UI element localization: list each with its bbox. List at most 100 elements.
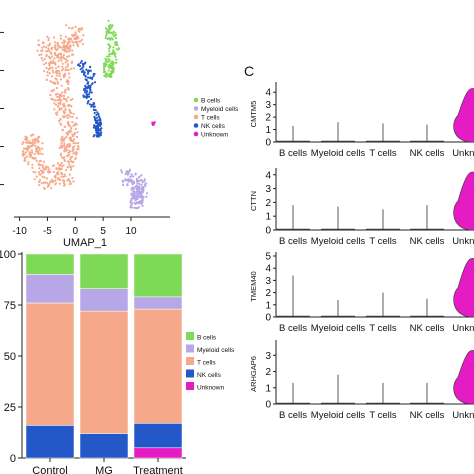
violin-y-tick-label: 1 [265,212,271,223]
umap-point [99,134,102,137]
bar-segment [79,310,129,434]
bar-segment [79,288,129,312]
umap-point [70,138,73,141]
umap-point [67,166,70,169]
bar-legend-label: NK cells [197,372,222,379]
umap-point [66,116,69,120]
umap-point [25,136,28,139]
umap-point [63,98,66,101]
umap-point [66,50,69,53]
umap-point [32,133,35,136]
umap-point [82,65,85,68]
umap-point [28,140,31,143]
umap-point [151,123,155,126]
bar-legend-label: B cells [197,335,217,342]
umap-point [103,65,106,68]
umap-point [51,66,54,69]
umap-point [97,115,101,118]
umap-point [143,180,146,183]
umap-point [74,156,77,159]
violin-x-label: Myeloid cells [311,410,366,421]
umap-point [80,38,84,41]
violin-x-label: T cells [369,410,397,421]
umap-point [71,40,74,43]
umap-point [72,165,75,168]
umap-point [25,147,28,150]
umap-point [91,82,94,85]
umap-point [74,33,77,36]
umap-points [21,19,156,210]
umap-point [74,122,77,125]
umap-point [59,34,62,37]
umap-point [49,60,53,63]
violin-x-label: NK cells [410,236,445,247]
umap-point [68,55,71,58]
umap-point [61,165,64,168]
umap-point [53,57,56,60]
umap-point [71,115,74,118]
umap-point [62,111,65,114]
umap-point [64,74,67,77]
umap-point [66,114,69,117]
umap-point [114,37,117,40]
umap-point [136,185,139,188]
umap-point [49,80,52,83]
umap-point [135,206,138,210]
umap-point [84,91,87,94]
violin-x-label: B cells [279,148,307,159]
umap-point [56,162,60,165]
umap-point [21,142,24,145]
panel-c-label: C [244,63,254,79]
bar-legend-swatch [186,332,194,340]
umap-point [66,179,69,182]
umap-point [70,168,73,171]
umap-point [75,148,78,151]
umap-point [63,146,66,149]
umap-point [124,172,127,176]
umap-point [67,122,70,125]
umap-point [94,109,97,112]
umap-point [140,178,143,181]
umap-point [47,166,50,169]
bar-segment [133,423,183,449]
umap-point [72,112,75,115]
bar-legend-swatch [186,382,194,390]
umap-point [86,102,89,105]
umap-point [135,177,138,180]
bar-y-tick-label: 75 [4,300,16,312]
umap-point [60,99,63,102]
umap-point [56,80,59,84]
umap-point [59,78,63,81]
umap-point [45,177,49,180]
umap-point [120,171,124,174]
umap-point [81,42,84,46]
umap-point [88,91,91,94]
umap-point [63,159,66,162]
umap-point [26,141,29,144]
umap-point [68,38,72,41]
umap-point [31,139,34,142]
umap-point [41,147,44,150]
umap-point [41,172,44,175]
umap-point [141,204,144,207]
umap-point [49,51,52,54]
umap-point [84,61,87,64]
umap-point [58,108,61,111]
umap-point [52,164,56,167]
umap-point [58,146,61,150]
umap-point [87,100,90,103]
umap-point [31,151,34,154]
violin-x-label: B cells [279,236,307,247]
violin-x-label: Myeloid cells [311,236,366,247]
umap-point [50,48,53,51]
umap-point [68,173,71,176]
umap-point [69,45,72,48]
umap-point [86,70,90,73]
umap-point [90,105,93,108]
umap-point [105,32,108,36]
umap-point [39,173,42,176]
umap-point [36,49,39,52]
umap-point [56,71,59,74]
bar-segment [25,274,75,304]
bar-segment [133,447,183,459]
